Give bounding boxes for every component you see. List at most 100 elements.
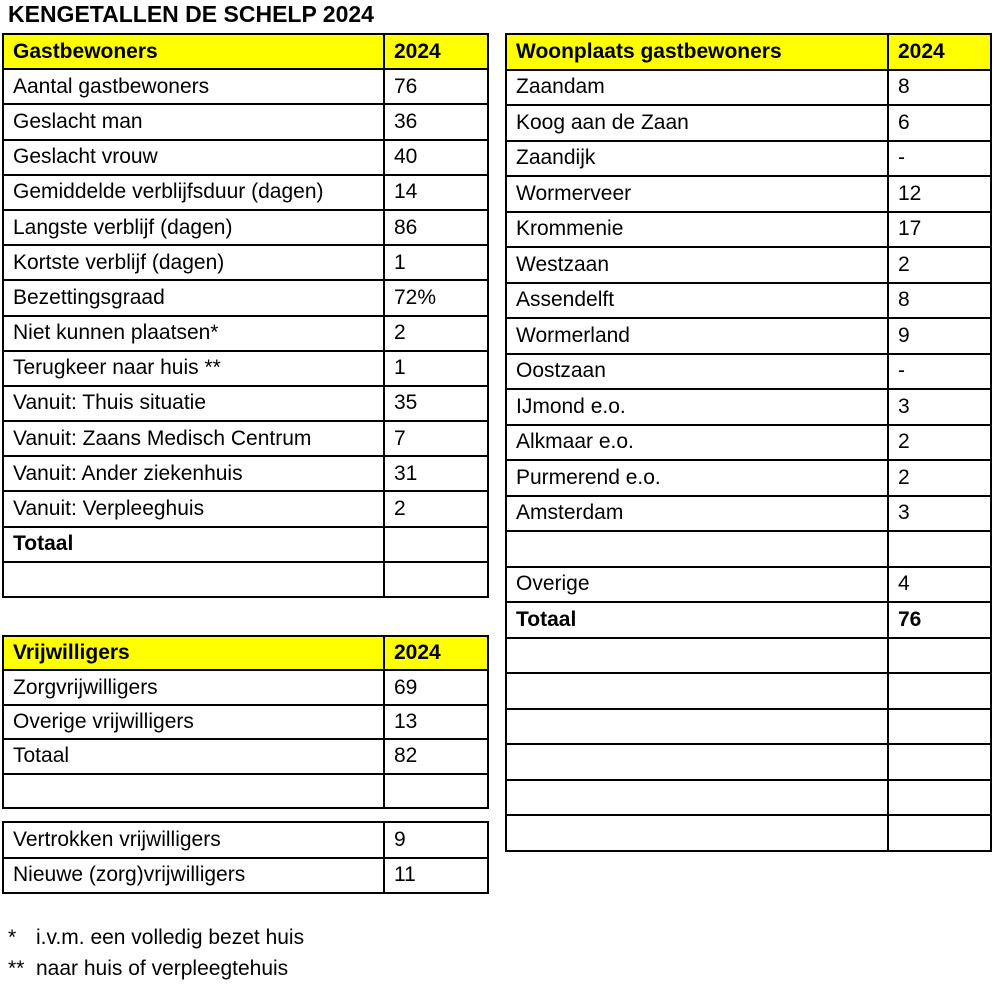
woonplaats-table: Woonplaats gastbewoners 2024 Zaandam 8 Koog … bbox=[505, 33, 992, 852]
row-label-cell: Alkmaar e.o. bbox=[505, 423, 889, 461]
row-label-cell: Gemiddelde verblijfsduur (dagen) bbox=[2, 173, 385, 211]
row-value-cell: 86 bbox=[383, 208, 489, 247]
row-value-cell: 72% bbox=[383, 279, 489, 317]
table-row bbox=[2, 772, 489, 809]
table-row: Gemiddelde verblijfsduur (dagen) 14 bbox=[2, 173, 489, 211]
row-value-cell bbox=[383, 772, 489, 809]
table-row bbox=[505, 672, 992, 710]
footnote-marker: * bbox=[8, 926, 17, 949]
footnote-text: i.v.m. een volledig bezet huis bbox=[36, 926, 305, 949]
row-label-cell: Vanuit: Thuis situatie bbox=[2, 384, 385, 423]
row-label-cell: Niet kunnen plaatsen* bbox=[2, 314, 385, 352]
table-row: Purmerend e.o. 2 bbox=[505, 459, 992, 497]
table-row: Zorgvrijwilligers 69 bbox=[2, 669, 489, 706]
row-value-cell: 76 bbox=[887, 601, 992, 639]
row-value-cell bbox=[887, 530, 992, 568]
row-label-cell: Vertrokken vrijwilligers bbox=[2, 821, 385, 859]
vrijwilligers-table: Vrijwilligers 2024 Zorgvrijwilligers 69 Over… bbox=[2, 634, 489, 809]
row-value-cell: 7 bbox=[383, 420, 489, 458]
footnote: * i.v.m. een volledig bezet huis bbox=[8, 922, 304, 953]
row-label-cell bbox=[505, 814, 889, 852]
table-row bbox=[505, 636, 992, 674]
row-value-cell: 1 bbox=[383, 244, 489, 282]
row-label-cell: Purmerend e.o. bbox=[505, 459, 889, 497]
table-row: Alkmaar e.o. 2 bbox=[505, 423, 992, 461]
row-label-cell: IJmond e.o. bbox=[505, 388, 889, 426]
header-label-cell: Gastbewoners bbox=[2, 32, 385, 71]
row-value-cell: 69 bbox=[383, 669, 489, 706]
table-row: Krommenie 17 bbox=[505, 210, 992, 248]
table-row: Aantal gastbewoners 76 bbox=[2, 68, 489, 106]
footnotes: * i.v.m. een volledig bezet huis ** naar… bbox=[8, 922, 304, 984]
header-value-cell: 2024 bbox=[383, 634, 489, 672]
row-value-cell bbox=[887, 672, 992, 710]
row-value-cell bbox=[887, 636, 992, 674]
table-row: Niet kunnen plaatsen* 2 bbox=[2, 314, 489, 352]
row-label-cell bbox=[505, 530, 889, 568]
table-row: Vanuit: Verpleeghuis 2 bbox=[2, 490, 489, 528]
table-row bbox=[505, 778, 992, 816]
row-value-cell: 12 bbox=[887, 175, 992, 213]
table-row: Westzaan 2 bbox=[505, 246, 992, 284]
row-label-cell: Koog aan de Zaan bbox=[505, 104, 889, 142]
table-row: Totaal 76 bbox=[505, 601, 992, 639]
row-value-cell: 9 bbox=[887, 317, 992, 355]
row-label-cell: Overige vrijwilligers bbox=[2, 703, 385, 741]
row-label-cell: Vanuit: Ander ziekenhuis bbox=[2, 455, 385, 493]
row-label-cell: Zaandam bbox=[505, 68, 889, 106]
row-label-cell: Zaandijk bbox=[505, 139, 889, 177]
footnote: ** naar huis of verpleegtehuis bbox=[8, 953, 304, 984]
table-row bbox=[2, 560, 489, 599]
table-row: Vanuit: Zaans Medisch Centrum 7 bbox=[2, 420, 489, 458]
row-value-cell: 76 bbox=[383, 68, 489, 106]
table-row: Geslacht vrouw 40 bbox=[2, 138, 489, 176]
row-label-cell bbox=[505, 778, 889, 816]
row-label-cell: Oostzaan bbox=[505, 352, 889, 390]
table-row bbox=[505, 743, 992, 781]
row-value-cell: 2 bbox=[383, 490, 489, 528]
row-label-cell: Totaal bbox=[505, 601, 889, 639]
table-row: Totaal 82 bbox=[2, 738, 489, 775]
row-label-cell: Terugkeer naar huis ** bbox=[2, 349, 385, 387]
row-value-cell: 82 bbox=[383, 738, 489, 775]
row-label-cell: Zorgvrijwilligers bbox=[2, 669, 385, 706]
page-title: KENGETALLEN DE SCHELP 2024 bbox=[8, 1, 374, 27]
row-value-cell: 36 bbox=[383, 103, 489, 141]
row-value-cell: 2 bbox=[887, 246, 992, 284]
row-label-cell: Vanuit: Verpleeghuis bbox=[2, 490, 385, 528]
row-value-cell: 8 bbox=[887, 281, 992, 319]
row-label-cell: Totaal bbox=[2, 525, 385, 563]
row-value-cell: - bbox=[887, 139, 992, 177]
row-label-cell bbox=[505, 672, 889, 710]
row-label-cell bbox=[2, 560, 385, 599]
table-row: Zaandam 8 bbox=[505, 68, 992, 106]
row-value-cell bbox=[887, 743, 992, 781]
row-value-cell bbox=[383, 525, 489, 563]
table-row: Vertrokken vrijwilligers 9 bbox=[2, 821, 489, 859]
table-row: Geslacht man 36 bbox=[2, 103, 489, 141]
header-label-cell: Vrijwilligers bbox=[2, 634, 385, 672]
row-value-cell: 8 bbox=[887, 68, 992, 106]
row-value-cell: - bbox=[887, 352, 992, 390]
table-row: Wormerland 9 bbox=[505, 317, 992, 355]
table-row: IJmond e.o. 3 bbox=[505, 388, 992, 426]
row-value-cell: 3 bbox=[887, 494, 992, 532]
table-row: Kortste verblijf (dagen) 1 bbox=[2, 244, 489, 282]
table-row bbox=[505, 707, 992, 745]
vrijwilligers-mutaties-table: Vertrokken vrijwilligers 9 Nieuwe (zorg)vr… bbox=[2, 821, 489, 895]
table-row: Zaandijk - bbox=[505, 139, 992, 177]
row-value-cell bbox=[887, 814, 992, 852]
row-label-cell bbox=[505, 636, 889, 674]
header-value-cell: 2024 bbox=[383, 32, 489, 71]
table-row: Vanuit: Thuis situatie 35 bbox=[2, 384, 489, 423]
table-header-row: Woonplaats gastbewoners 2024 bbox=[505, 33, 992, 71]
table-row: Overige vrijwilligers 13 bbox=[2, 703, 489, 741]
row-label-cell: Overige bbox=[505, 565, 889, 603]
row-label-cell: Langste verblijf (dagen) bbox=[2, 208, 385, 247]
row-label-cell: Vanuit: Zaans Medisch Centrum bbox=[2, 420, 385, 458]
row-value-cell: 14 bbox=[383, 173, 489, 211]
row-value-cell bbox=[887, 778, 992, 816]
table-row bbox=[505, 530, 992, 568]
table-row: Langste verblijf (dagen) 86 bbox=[2, 208, 489, 247]
